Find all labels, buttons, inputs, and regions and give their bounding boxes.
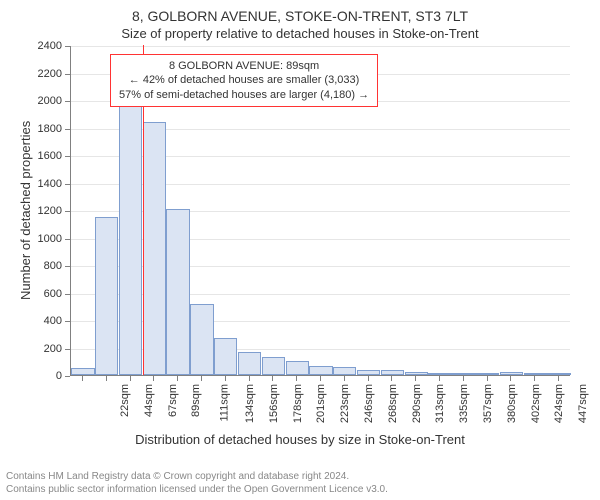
- y-tick-label: 400: [0, 315, 62, 327]
- y-tick-label: 2000: [0, 95, 62, 107]
- x-tick-label: 89sqm: [190, 384, 202, 417]
- x-tick-label: 424sqm: [554, 384, 566, 423]
- histogram-bar: [452, 373, 475, 375]
- y-tick-label: 1600: [0, 150, 62, 162]
- x-tick-label: 357sqm: [482, 384, 494, 423]
- histogram-bar: [143, 122, 166, 375]
- x-tick-label: 335sqm: [458, 384, 470, 423]
- y-tick-label: 1800: [0, 123, 62, 135]
- histogram-bar: [214, 338, 237, 375]
- y-tick-label: 0: [0, 370, 62, 382]
- footer-attribution: Contains HM Land Registry data © Crown c…: [6, 471, 388, 496]
- x-tick-label: 111sqm: [219, 384, 231, 422]
- y-tick-label: 200: [0, 343, 62, 355]
- x-tick-label: 134sqm: [244, 384, 256, 423]
- annotation-line-2: ← 42% of detached houses are smaller (3,…: [119, 73, 369, 87]
- x-tick-label: 201sqm: [316, 384, 328, 423]
- histogram-bar: [333, 367, 356, 375]
- histogram-bar: [381, 370, 404, 375]
- footer-line-2: Contains public sector information licen…: [6, 484, 388, 497]
- y-tick-label: 1200: [0, 205, 62, 217]
- x-tick-label: 44sqm: [143, 384, 155, 417]
- x-axis-title: Distribution of detached houses by size …: [0, 432, 600, 447]
- histogram-chart: 8, GOLBORN AVENUE, STOKE-ON-TRENT, ST3 7…: [0, 0, 600, 500]
- annotation-line-3: 57% of semi-detached houses are larger (…: [119, 88, 369, 102]
- y-tick-label: 1400: [0, 178, 62, 190]
- histogram-bar: [95, 217, 118, 375]
- x-tick-label: 380sqm: [506, 384, 518, 423]
- chart-title: 8, GOLBORN AVENUE, STOKE-ON-TRENT, ST3 7…: [0, 8, 600, 24]
- annotation-line-1: 8 GOLBORN AVENUE: 89sqm: [119, 59, 369, 73]
- histogram-bar: [166, 209, 189, 375]
- y-tick-label: 1000: [0, 233, 62, 245]
- x-tick-label: 246sqm: [363, 384, 375, 423]
- x-tick-label: 268sqm: [387, 384, 399, 423]
- histogram-bar: [119, 104, 142, 375]
- histogram-bar: [500, 372, 523, 375]
- histogram-bar: [476, 373, 499, 375]
- footer-line-1: Contains HM Land Registry data © Crown c…: [6, 471, 388, 484]
- x-tick-label: 156sqm: [268, 384, 280, 423]
- x-tick-label: 178sqm: [292, 384, 304, 423]
- histogram-bar: [309, 366, 332, 375]
- annotation-box: 8 GOLBORN AVENUE: 89sqm ← 42% of detache…: [110, 54, 378, 107]
- x-tick-label: 447sqm: [577, 384, 589, 423]
- x-tick-label: 67sqm: [167, 384, 179, 417]
- x-tick-label: 402sqm: [530, 384, 542, 423]
- histogram-bar: [71, 368, 94, 375]
- x-tick-label: 290sqm: [411, 384, 423, 423]
- y-tick-label: 600: [0, 288, 62, 300]
- y-tick-label: 2200: [0, 68, 62, 80]
- histogram-bar: [190, 304, 213, 376]
- x-tick-label: 313sqm: [435, 384, 447, 423]
- histogram-bar: [286, 361, 309, 375]
- chart-subtitle: Size of property relative to detached ho…: [0, 26, 600, 41]
- histogram-bar: [405, 372, 428, 375]
- x-tick-label: 22sqm: [119, 384, 131, 417]
- histogram-bar: [357, 370, 380, 376]
- x-tick-label: 223sqm: [339, 384, 351, 423]
- histogram-bar: [547, 373, 570, 375]
- y-tick-label: 2400: [0, 40, 62, 52]
- y-tick-label: 800: [0, 260, 62, 272]
- histogram-bar: [238, 352, 261, 375]
- histogram-bar: [428, 373, 451, 375]
- histogram-bar: [524, 373, 547, 375]
- histogram-bar: [262, 357, 285, 375]
